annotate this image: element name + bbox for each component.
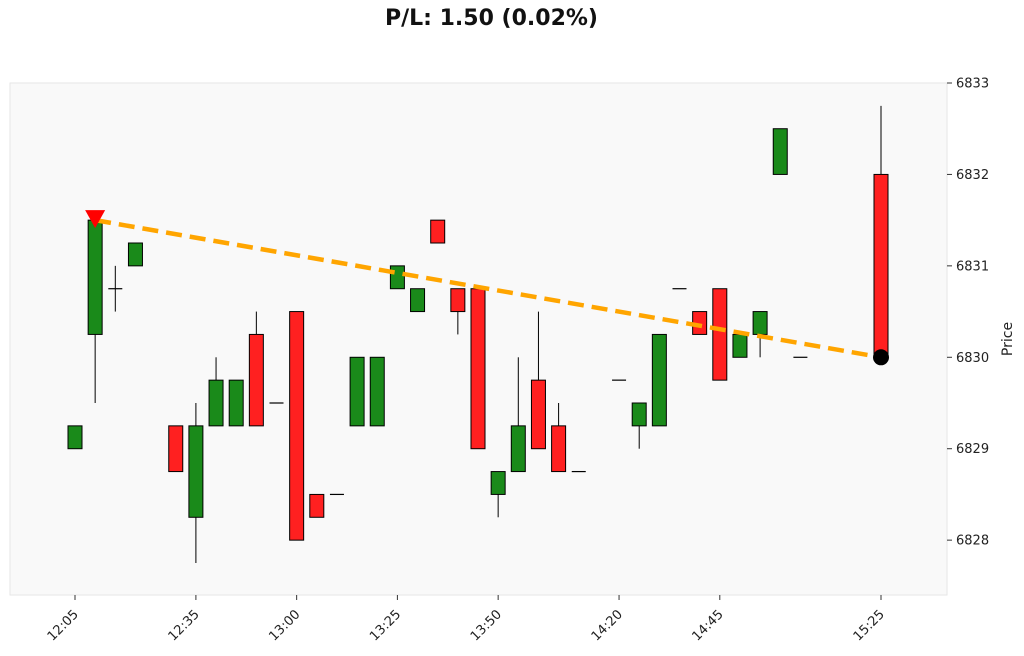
candle-body — [510, 425, 526, 473]
candle-12:45 — [228, 379, 244, 427]
candle-15:25 — [873, 105, 889, 358]
candles-layer — [67, 105, 889, 563]
candle-body — [349, 356, 365, 427]
candle-body — [67, 425, 83, 450]
candle-14:25 — [631, 402, 647, 449]
candle-body — [87, 219, 103, 335]
candle-13:05 — [309, 493, 325, 518]
candle-12:40 — [208, 357, 224, 427]
candle-body — [168, 425, 184, 473]
candle-12:30 — [168, 425, 184, 473]
candle-body — [369, 356, 385, 427]
y-tick-label: 6833 — [956, 77, 989, 92]
y-tick-label: 6829 — [956, 442, 989, 457]
candle-body — [551, 425, 567, 473]
candle-14:50 — [732, 333, 748, 358]
candle-13:45 — [470, 288, 486, 450]
candle-body — [127, 242, 143, 267]
candle-12:15 — [108, 265, 123, 312]
y-tick-label: 6831 — [956, 259, 989, 274]
candle-body — [631, 402, 647, 427]
candle-body — [208, 379, 224, 427]
candle-body — [712, 288, 728, 381]
candle-body — [490, 471, 506, 495]
trade-layer — [85, 210, 889, 366]
candle-body — [309, 493, 325, 518]
candle-14:00 — [530, 311, 546, 450]
candle-13:55 — [510, 357, 526, 473]
x-tick-label: 15:25 — [851, 607, 888, 644]
candle-body — [430, 219, 446, 244]
y-tick-label: 6832 — [956, 168, 989, 183]
candle-14:05 — [551, 403, 567, 473]
trade-trend-line — [94, 217, 882, 360]
x-tick-label: 14:20 — [589, 607, 626, 644]
candle-13:15 — [349, 356, 365, 427]
candle-body — [410, 288, 426, 313]
candle-12:50 — [248, 311, 264, 427]
chart-title: P/L: 1.50 (0.02%) — [384, 6, 598, 31]
candle-body — [752, 311, 768, 335]
candle-body — [873, 173, 889, 358]
entry-marker — [85, 210, 106, 229]
candle-13:40 — [450, 288, 466, 335]
candle-body — [651, 333, 667, 427]
candle-12:20 — [127, 242, 143, 267]
x-tick-label: 12:35 — [166, 607, 203, 644]
candle-body — [450, 288, 466, 313]
candle-14:45 — [712, 288, 728, 381]
x-tick-label: 13:25 — [367, 607, 404, 644]
candle-body — [389, 265, 405, 290]
y-tick-label: 6830 — [956, 351, 989, 366]
x-tick-label: 13:50 — [468, 607, 505, 644]
candle-body — [772, 128, 788, 175]
x-tick-label: 14:45 — [690, 607, 727, 644]
candle-body — [228, 379, 244, 427]
candle-body — [289, 311, 305, 541]
candle-12:35 — [188, 403, 204, 563]
x-tick-label: 12:05 — [45, 607, 82, 644]
candle-body — [248, 333, 264, 427]
candle-13:20 — [369, 356, 385, 427]
candle-body — [470, 288, 486, 450]
candle-13:50 — [490, 471, 506, 518]
exit-marker — [873, 349, 889, 366]
candle-13:00 — [289, 311, 305, 541]
y-axis: 6828 6829 6830 6831 6832 6833 — [947, 77, 989, 549]
candle-body — [530, 379, 546, 450]
y-tick-label: 6828 — [956, 534, 989, 549]
candle-body — [732, 333, 748, 358]
candle-13:35 — [430, 219, 446, 244]
candle-14:30 — [651, 333, 667, 427]
y-axis-label: Price — [1000, 322, 1016, 356]
candle-body — [188, 425, 204, 518]
x-tick-label: 13:00 — [266, 607, 303, 644]
candle-13:30 — [410, 288, 426, 313]
x-axis: 12:05 12:35 13:00 13:25 13:50 14:20 14:45 15:25 — [45, 595, 888, 644]
candle-12:05 — [67, 425, 83, 450]
candle-15:00 — [772, 128, 788, 175]
candle-13:25 — [389, 265, 405, 290]
